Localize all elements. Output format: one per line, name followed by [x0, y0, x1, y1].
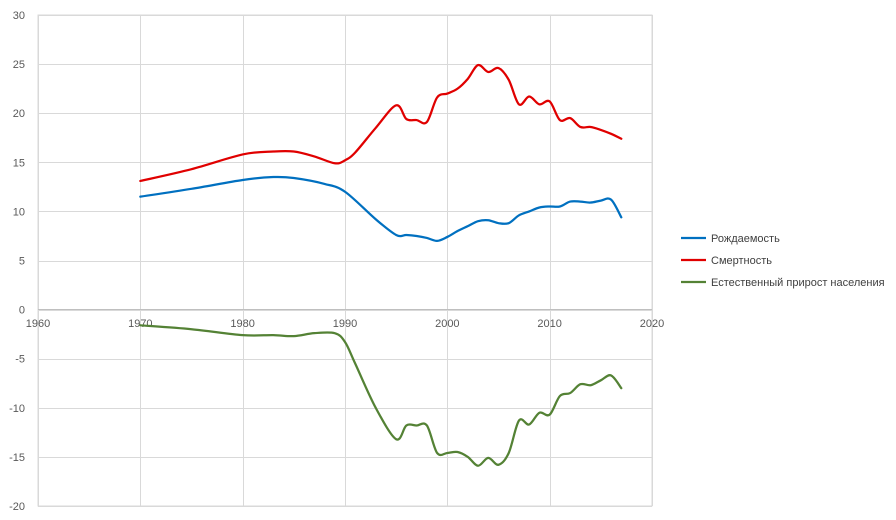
y-tick-label: 10 — [13, 206, 25, 218]
y-tick-label: -20 — [9, 501, 25, 513]
series-line-1 — [139, 175, 623, 242]
legend-label: Естественный прирост населения — [711, 277, 885, 289]
x-tick-label: 1990 — [333, 318, 357, 330]
y-tick-label: 0 — [19, 305, 25, 317]
series-line-2 — [139, 63, 623, 183]
y-tick-label: 30 — [13, 10, 25, 22]
y-tick-label: 25 — [13, 59, 25, 71]
x-tick-label: 1980 — [230, 318, 254, 330]
legend-label: Смертность — [711, 255, 772, 267]
y-tick-label: 5 — [19, 256, 25, 268]
y-tick-label: -5 — [15, 354, 25, 366]
x-tick-label: 1960 — [26, 318, 50, 330]
x-tick-label: 2010 — [537, 318, 561, 330]
y-tick-label: 15 — [13, 157, 25, 169]
x-tick-label: 2020 — [640, 318, 664, 330]
legend: Рождаемость Смертность Естественный прирос… — [681, 233, 885, 289]
x-tick-label: 1970 — [128, 318, 152, 330]
axes: -20 -15 -10 -5 0 5 10 15 20 25 30 1960 1970 1980 1990 2… — [9, 10, 664, 513]
y-tick-label: -10 — [9, 403, 25, 415]
series-line-3 — [139, 324, 623, 467]
y-tick-label: 20 — [13, 108, 25, 120]
series-lines — [139, 63, 623, 467]
legend-label: Рождаемость — [711, 233, 780, 245]
gridlines — [37, 14, 653, 507]
y-tick-label: -15 — [9, 452, 25, 464]
x-tick-label: 2000 — [435, 318, 459, 330]
